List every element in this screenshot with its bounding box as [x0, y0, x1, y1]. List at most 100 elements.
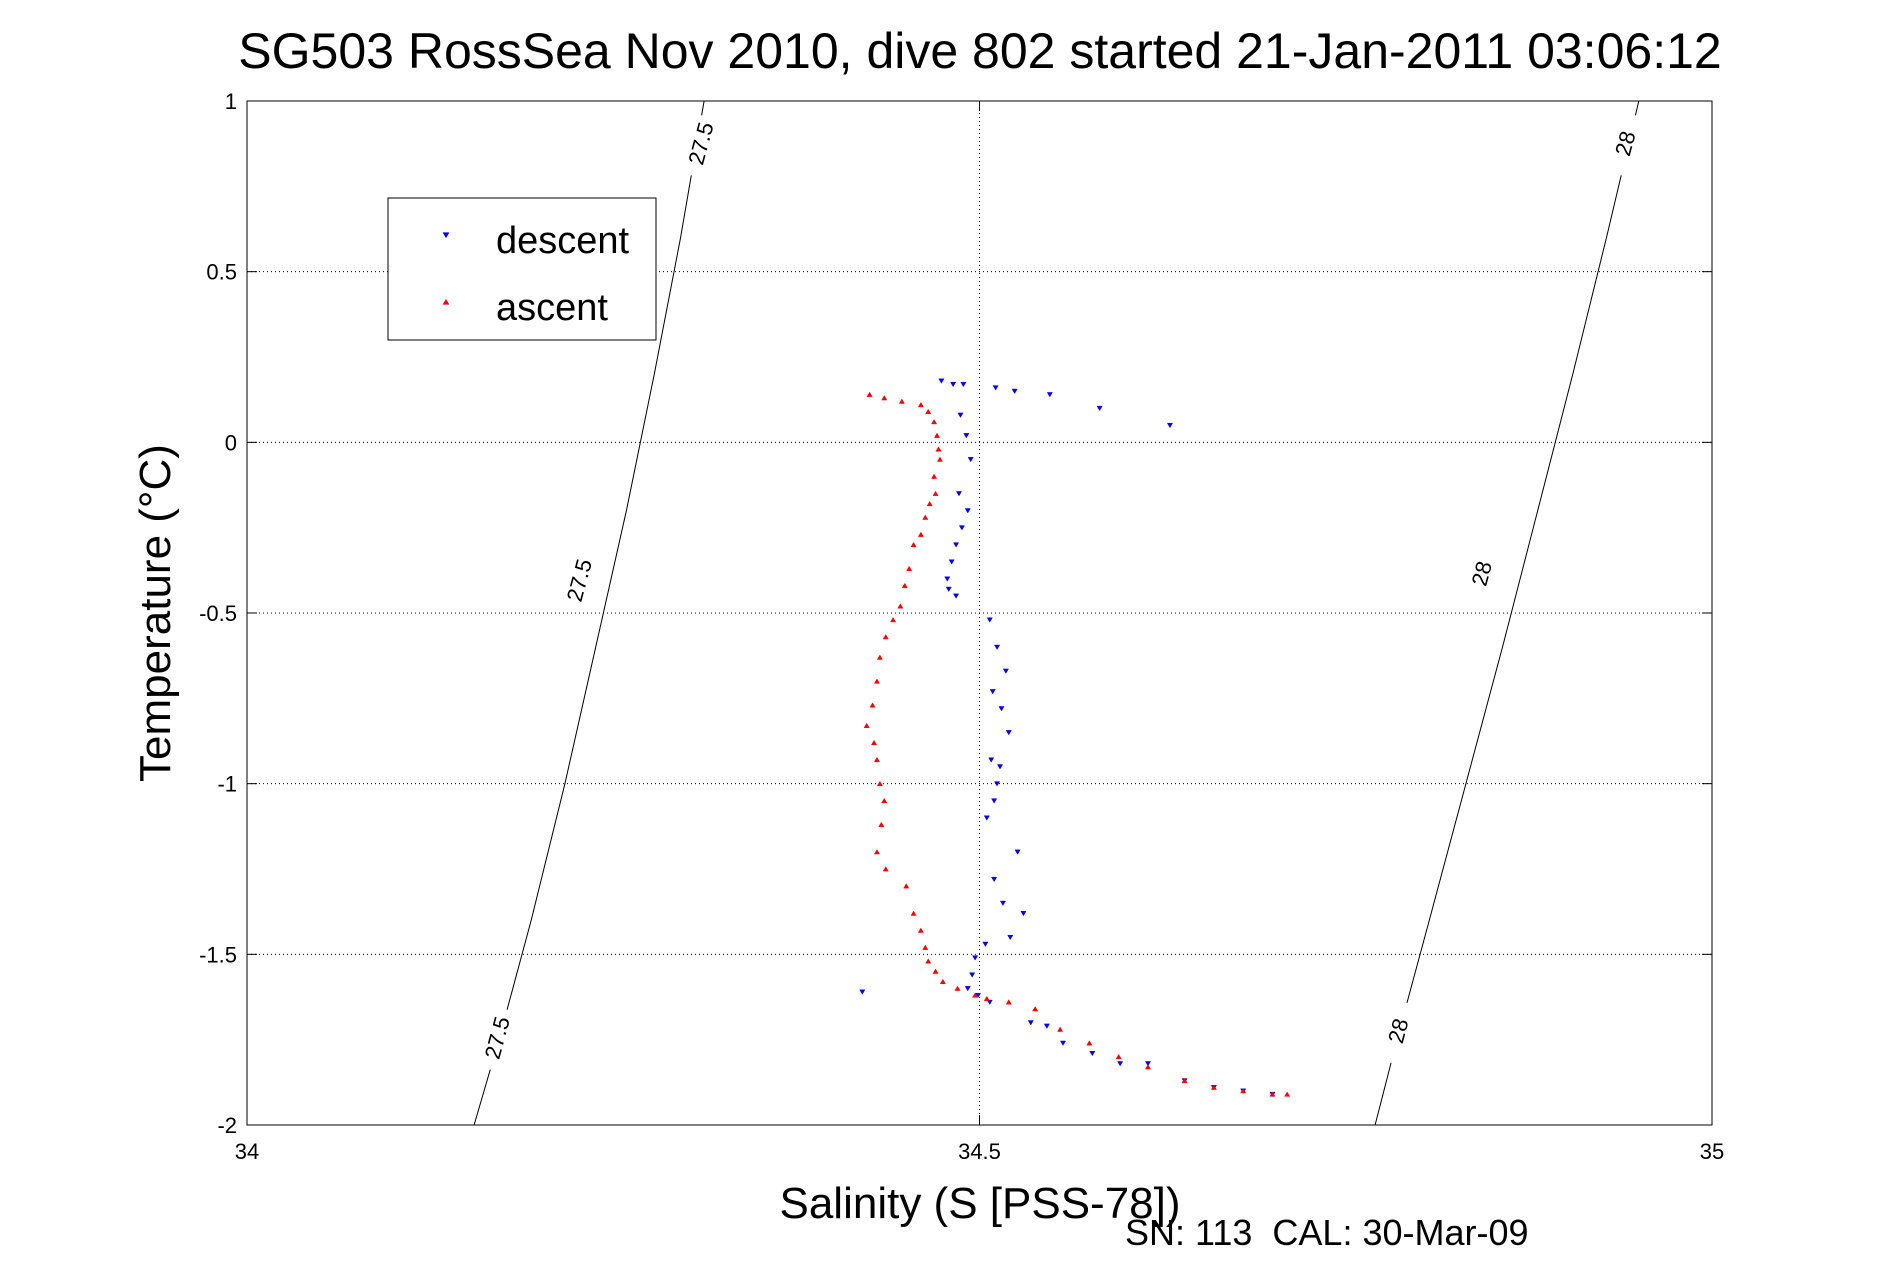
- isopycnal-label-gap: [565, 552, 594, 613]
- x-tick-label: 34.5: [958, 1139, 1001, 1164]
- descent-point: [991, 798, 998, 804]
- ascent-point: [870, 739, 878, 746]
- descent-point: [986, 999, 993, 1005]
- ticks-layer: 34 34.5 35 -2 -1.5 -1 -0.5 0 0.5 1: [199, 89, 1724, 1164]
- legend-marker-descent: [442, 232, 450, 239]
- ascent-point: [897, 603, 904, 609]
- descent-point: [982, 941, 989, 947]
- ascent-point: [926, 500, 933, 507]
- points-layer: [859, 378, 1291, 1098]
- x-tick-label: 35: [1700, 1139, 1724, 1164]
- ascent-point: [882, 866, 889, 872]
- descent-point: [994, 644, 1001, 650]
- ascent-point: [873, 678, 880, 684]
- descent-point: [986, 617, 993, 623]
- descent-point: [1002, 668, 1009, 674]
- descent-point: [953, 593, 960, 599]
- legend-label-descent: descent: [496, 220, 630, 262]
- ascent-point: [1181, 1077, 1188, 1083]
- descent-point: [988, 757, 995, 763]
- ascent-point: [869, 702, 876, 708]
- ascent-point: [1269, 1091, 1276, 1097]
- ascent-point: [878, 821, 885, 827]
- descent-point: [958, 525, 965, 531]
- descent-point: [983, 815, 990, 821]
- ascent-point: [922, 514, 929, 520]
- ascent-point: [1086, 1040, 1093, 1046]
- ascent-point: [882, 634, 889, 640]
- descent-point: [944, 576, 951, 582]
- descent-point: [955, 491, 963, 497]
- descent-point: [957, 412, 964, 418]
- x-tick-label: 34: [235, 1139, 259, 1164]
- y-tick-label: 0: [225, 430, 237, 455]
- descent-point: [967, 457, 974, 463]
- ascent-point: [890, 616, 897, 623]
- isopycnal-label-gap: [483, 1009, 512, 1070]
- descent-point: [994, 781, 1001, 787]
- isopycnal-label-gap: [1611, 115, 1640, 176]
- ascent-point: [1032, 1006, 1039, 1012]
- ascent-point: [917, 401, 924, 408]
- descent-point: [1043, 1023, 1050, 1029]
- ascent-point: [863, 722, 870, 728]
- y-tick-label: -1.5: [199, 942, 237, 967]
- ascent-point: [898, 398, 905, 404]
- legend-marker-ascent: [442, 298, 450, 305]
- ascent-point: [931, 473, 938, 479]
- descent-point: [859, 989, 866, 995]
- descent-point: [1046, 392, 1053, 398]
- descent-point: [1014, 849, 1021, 855]
- ascent-point: [954, 985, 961, 991]
- descent-point: [992, 385, 999, 391]
- footer-serial-calibration: SN: 113 CAL: 30-Mar-09: [1125, 1212, 1529, 1253]
- descent-point: [1059, 1040, 1067, 1046]
- ascent-point: [922, 944, 929, 950]
- ascent-point: [1005, 999, 1012, 1005]
- isopycnal-label-gap: [1467, 545, 1496, 606]
- ascent-point: [1284, 1091, 1291, 1097]
- chart-title: SG503 RossSea Nov 2010, dive 802 started…: [238, 23, 1721, 79]
- x-axis-label: Salinity (S [PSS-78]): [779, 1179, 1180, 1228]
- descent-point: [1011, 388, 1018, 394]
- descent-point: [964, 986, 971, 992]
- descent-point: [1144, 1061, 1152, 1067]
- ascent-point: [917, 927, 924, 933]
- ascent-point: [917, 531, 924, 537]
- y-tick-label: 1: [225, 89, 237, 114]
- descent-point: [960, 381, 967, 388]
- ascent-point: [932, 968, 939, 974]
- ascent-point: [939, 978, 946, 984]
- ascent-point: [983, 995, 990, 1002]
- ascent-point: [925, 408, 932, 414]
- y-tick-label: 0.5: [206, 260, 237, 285]
- y-tick-label: -0.5: [199, 601, 237, 626]
- isopycnal-label-gap: [687, 115, 716, 176]
- legend: descent ascent: [387, 197, 657, 341]
- ascent-point: [906, 565, 913, 571]
- descent-point: [938, 378, 945, 384]
- ascent-point: [972, 992, 979, 998]
- descent-point: [999, 900, 1006, 906]
- ascent-point: [1240, 1088, 1247, 1094]
- ascent-point: [1057, 1026, 1064, 1032]
- descent-point: [998, 706, 1005, 712]
- ascent-point: [901, 582, 908, 589]
- ascent-point: [876, 654, 883, 660]
- descent-point: [989, 689, 996, 695]
- descent-point: [1089, 1050, 1096, 1057]
- descent-point: [963, 433, 970, 439]
- ascent-point: [881, 395, 888, 401]
- y-tick-label: -1: [217, 772, 237, 797]
- ascent-point: [866, 391, 873, 397]
- ascent-point: [935, 446, 942, 452]
- ascent-point: [1144, 1064, 1152, 1070]
- ascent-point: [1210, 1084, 1217, 1090]
- isopycnal-line-27-5: [473, 100, 705, 1126]
- descent-point: [1096, 405, 1103, 412]
- ascent-point: [910, 541, 917, 548]
- descent-point: [1007, 934, 1014, 941]
